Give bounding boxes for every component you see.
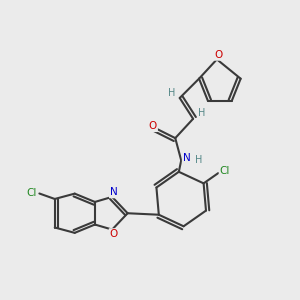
Text: N: N: [110, 188, 118, 197]
Text: O: O: [110, 229, 118, 239]
Text: Cl: Cl: [27, 188, 37, 198]
Text: H: H: [198, 108, 206, 118]
Text: O: O: [214, 50, 223, 60]
Text: Cl: Cl: [220, 166, 230, 176]
Text: H: H: [195, 154, 203, 164]
Text: H: H: [168, 88, 175, 98]
Text: O: O: [149, 121, 157, 131]
Text: N: N: [183, 153, 190, 163]
